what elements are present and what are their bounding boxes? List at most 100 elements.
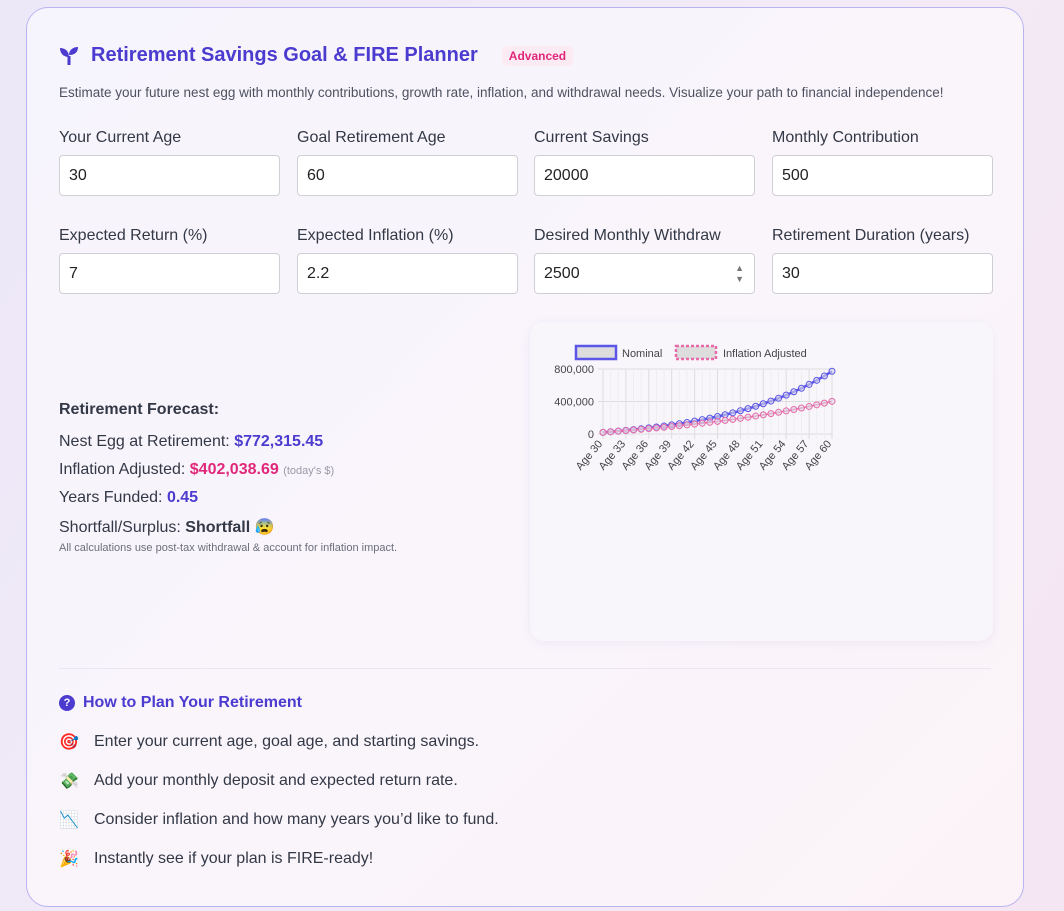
data-point [736, 407, 744, 415]
legend-swatch [674, 344, 718, 361]
help-icon: ? [59, 695, 75, 711]
y-tick-label: 800,000 [554, 364, 594, 376]
legend-label: Inflation Adjusted [723, 348, 807, 360]
shortfall-value: Shortfall [185, 519, 251, 536]
field-label: Goal Retirement Age [297, 129, 446, 146]
data-point [599, 428, 607, 436]
data-point [752, 402, 760, 410]
data-point [828, 367, 836, 375]
data-point [630, 426, 638, 434]
monthly-contribution-input[interactable]: 500 [772, 155, 993, 196]
data-point [790, 388, 798, 396]
target-icon: 🎯 [59, 733, 79, 751]
data-point [797, 384, 805, 392]
data-point [767, 410, 775, 418]
step-text: Add your monthly deposit and expected re… [94, 771, 458, 789]
data-point [660, 423, 668, 431]
forecast-heading: Retirement Forecast: [59, 401, 220, 418]
step-item: 📉 Consider inflation and how many years y… [59, 800, 499, 839]
data-point [729, 409, 737, 417]
number-spinner[interactable]: ▲ ▼ [735, 263, 744, 284]
years-funded-value: 0.45 [166, 489, 199, 506]
expected-return-field: Expected Return (%) 7 [59, 227, 280, 294]
data-point [721, 411, 729, 419]
goal-age-input[interactable]: 60 [297, 155, 518, 196]
data-point [820, 372, 828, 380]
data-point [691, 420, 699, 428]
expected-inflation-input[interactable]: 2.2 [297, 253, 518, 294]
data-point [744, 405, 752, 413]
chart-down-icon: 📉 [59, 811, 79, 829]
shortfall-label: Shortfall/Surplus: [59, 519, 181, 536]
data-point [744, 413, 752, 421]
retirement-duration-input[interactable]: 30 [772, 253, 993, 294]
data-point [652, 424, 660, 432]
legend-swatch [574, 344, 618, 361]
step-item: 🎯 Enter your current age, goal age, and s… [59, 722, 499, 761]
inflation-adjusted-label: Inflation Adjusted: [59, 461, 186, 478]
divider [59, 668, 991, 669]
retirement-duration-field: Retirement Duration (years) 30 [772, 227, 993, 294]
data-point [683, 421, 691, 429]
data-point [805, 380, 813, 388]
nest-egg-row: Nest Egg at Retirement: $772,315.45 [59, 433, 397, 461]
data-point [668, 422, 676, 430]
data-point [614, 427, 622, 435]
sprout-icon [60, 46, 78, 65]
data-point [729, 415, 737, 423]
party-popper-icon: 🎉 [59, 850, 79, 868]
field-label: Expected Inflation (%) [297, 227, 454, 244]
data-point [698, 419, 706, 427]
expected-return-input[interactable]: 7 [59, 253, 280, 294]
worried-face-icon: 😰 [254, 519, 275, 536]
step-item: 💸 Add your monthly deposit and expected r… [59, 761, 499, 800]
step-text: Enter your current age, goal age, and st… [94, 732, 480, 750]
field-label: Expected Return (%) [59, 227, 208, 244]
data-point [775, 394, 783, 402]
advanced-badge: Advanced [501, 45, 574, 66]
field-label: Retirement Duration (years) [772, 227, 970, 244]
step-text: Consider inflation and how many years yo… [94, 810, 499, 828]
data-point [721, 416, 729, 424]
field-label: Monthly Contribution [772, 129, 919, 146]
data-point [675, 422, 683, 430]
data-point [645, 425, 653, 433]
legend-label: Nominal [622, 348, 662, 360]
years-funded-row: Years Funded: 0.45 [59, 489, 397, 517]
current-age-input[interactable]: 30 [59, 155, 280, 196]
nest-egg-value: $772,315.45 [234, 433, 324, 450]
data-point [782, 407, 790, 415]
data-point [775, 408, 783, 416]
data-point [820, 399, 828, 407]
header: Retirement Savings Goal & FIRE Planner A… [59, 44, 574, 67]
data-point [622, 427, 630, 435]
data-point [759, 411, 767, 419]
calculation-note: All calculations use post-tax withdrawal… [59, 542, 398, 554]
how-to-heading: How to Plan Your Retirement [83, 694, 302, 711]
current-savings-input[interactable]: 20000 [534, 155, 755, 196]
data-point [714, 417, 721, 425]
page-title: Retirement Savings Goal & FIRE Planner [91, 44, 478, 66]
inflation-adjusted-row: Inflation Adjusted: $402,038.69 (today's… [59, 461, 397, 489]
how-to-section: ? How to Plan Your Retirement 🎯 Enter your… [59, 694, 499, 878]
expected-inflation-field: Expected Inflation (%) 2.2 [297, 227, 518, 294]
step-text: Instantly see if your plan is FIRE-ready… [94, 849, 374, 867]
monthly-contribution-field: Monthly Contribution 500 [772, 129, 993, 196]
data-point [752, 412, 760, 420]
inflation-adjusted-value: $402,038.69 [189, 461, 279, 478]
data-point [706, 418, 714, 426]
chart-card: 0 400,000 800,000 Age 30 Age 33 Age 36 Age 39 A… [530, 322, 993, 641]
data-point [637, 425, 645, 433]
monthly-withdraw-input[interactable]: 2500 ▲ ▼ [534, 253, 755, 294]
data-point [607, 428, 615, 436]
goal-age-field: Goal Retirement Age 60 [297, 129, 518, 196]
data-point [790, 406, 798, 414]
years-funded-label: Years Funded: [59, 489, 163, 506]
y-tick-label: 0 [588, 429, 594, 441]
data-point [767, 397, 775, 405]
subtitle: Estimate your future nest egg with month… [59, 85, 944, 100]
data-point [736, 414, 744, 422]
y-tick-label: 400,000 [554, 397, 594, 409]
monthly-withdraw-value: 2500 [544, 265, 580, 282]
data-point [828, 397, 836, 405]
